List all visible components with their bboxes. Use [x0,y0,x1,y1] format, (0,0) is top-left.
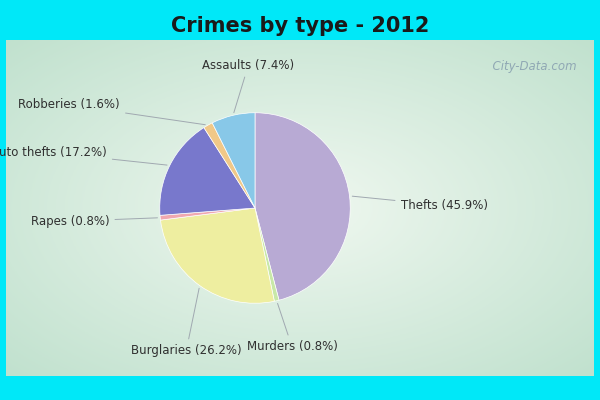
Wedge shape [161,208,274,303]
Text: City-Data.com: City-Data.com [485,60,577,73]
Text: Murders (0.8%): Murders (0.8%) [247,304,337,354]
Text: Auto thefts (17.2%): Auto thefts (17.2%) [0,146,167,165]
Wedge shape [160,208,255,220]
Text: Assaults (7.4%): Assaults (7.4%) [202,59,295,113]
Wedge shape [255,208,279,301]
Wedge shape [255,113,350,300]
Text: Robberies (1.6%): Robberies (1.6%) [19,98,205,125]
Wedge shape [160,128,255,215]
Wedge shape [204,123,255,208]
Text: Burglaries (26.2%): Burglaries (26.2%) [131,288,242,357]
Wedge shape [212,113,255,208]
Text: Crimes by type - 2012: Crimes by type - 2012 [171,16,429,36]
Text: Thefts (45.9%): Thefts (45.9%) [352,196,488,212]
Text: Rapes (0.8%): Rapes (0.8%) [31,215,157,228]
